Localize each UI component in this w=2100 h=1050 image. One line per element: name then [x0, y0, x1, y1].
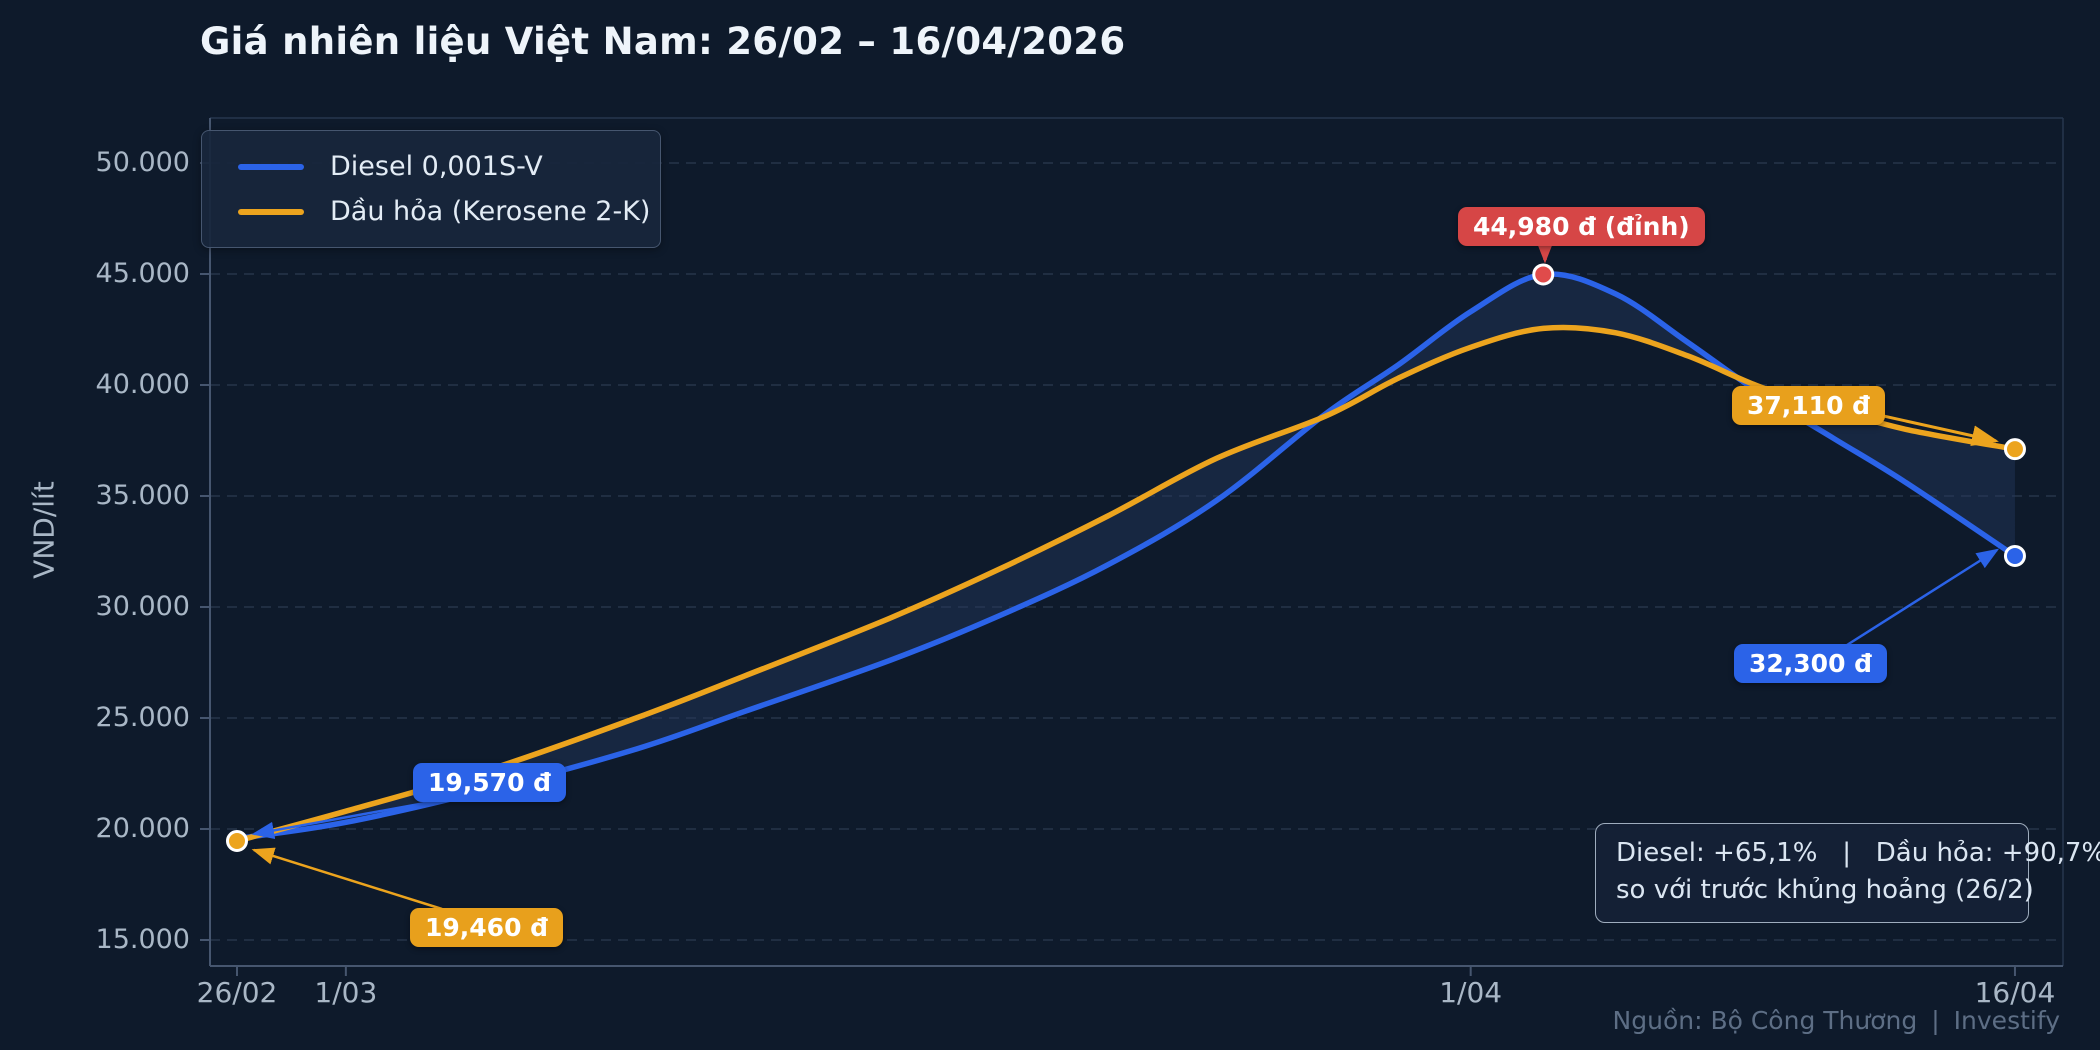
- diesel-start-arrow: [251, 797, 448, 840]
- x-tick-label: 16/04: [1974, 976, 2056, 1009]
- brand-text: Investify: [1953, 1006, 2060, 1035]
- y-tick-label: 20.000: [95, 813, 190, 844]
- source-credit: Nguồn: Bộ Công Thương | Investify: [1613, 1006, 2060, 1035]
- data-point-kerosene: [2003, 438, 2026, 461]
- y-tick-label: 25.000: [95, 702, 190, 733]
- series-line-kerosene: [234, 324, 2018, 844]
- x-tick-label: 26/02: [196, 976, 278, 1009]
- diesel-line-swatch: [238, 163, 304, 170]
- summary-box: Diesel: +65,1% | Dầu hỏa: +90,7% so với …: [1595, 823, 2100, 923]
- legend-label-diesel: Diesel 0,001S-V: [330, 151, 543, 182]
- series-line-diesel: [234, 271, 2018, 842]
- legend-item-kerosene: Dầu hỏa (Kerosene 2-K): [238, 196, 660, 227]
- data-point-diesel: [1532, 263, 1555, 286]
- diesel-end-value-badge: 32,300 đ: [1734, 644, 1888, 683]
- legend-item-diesel: Diesel 0,001S-V: [238, 151, 660, 182]
- y-tick-label: 35.000: [95, 480, 190, 511]
- y-tick-label: 50.000: [95, 147, 190, 178]
- legend-label-kerosene: Dầu hỏa (Kerosene 2-K): [330, 196, 651, 227]
- data-point-diesel: [2003, 544, 2026, 567]
- source-text: Nguồn: Bộ Công Thương: [1612, 1006, 1918, 1035]
- chart-title: Giá nhiên liệu Việt Nam: 26/02 – 16/04/2…: [200, 20, 1126, 63]
- kerosene-end-value-badge: 37,110 đ: [1732, 386, 1886, 425]
- data-point-kerosene: [226, 829, 248, 852]
- y-tick-label: 15.000: [95, 924, 190, 955]
- y-tick-label: 30.000: [95, 591, 190, 622]
- source-separator: |: [1931, 1006, 1940, 1035]
- kerosene-start-arrow: [251, 847, 443, 911]
- y-tick-label: 40.000: [95, 369, 190, 400]
- kerosene-start-value-badge: 19,460 đ: [410, 908, 564, 947]
- peak-value-badge: 44,980 đ (đỉnh): [1458, 207, 1705, 246]
- diesel-end-arrow: [1846, 548, 2000, 647]
- kerosene-line-swatch: [238, 208, 304, 215]
- y-tick-label: 45.000: [95, 258, 190, 289]
- diesel-start-value-badge: 19,570 đ: [413, 763, 567, 802]
- summary-line-changes: Diesel: +65,1% | Dầu hỏa: +90,7%: [1616, 838, 2100, 868]
- x-tick-label: 1/04: [1439, 976, 1503, 1009]
- x-tick-label: 1/03: [314, 976, 378, 1009]
- legend: Diesel 0,001S-V Dầu hỏa (Kerosene 2-K): [201, 130, 661, 248]
- summary-line-baseline: so với trước khủng hoảng (26/2): [1616, 875, 2034, 905]
